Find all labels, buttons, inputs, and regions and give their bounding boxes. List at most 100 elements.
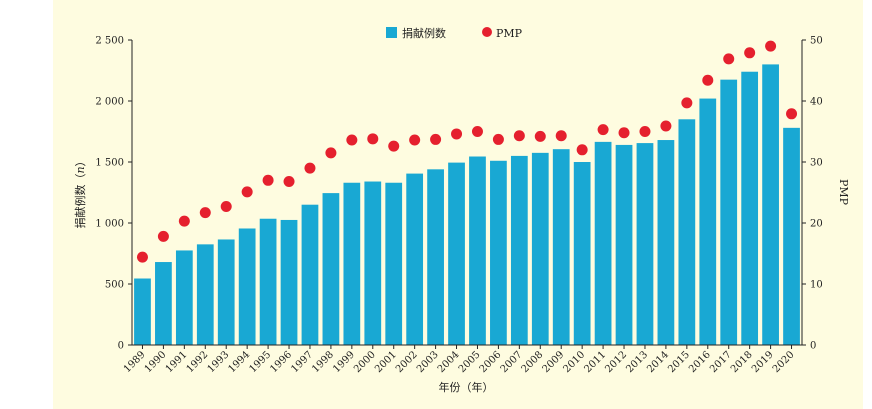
x-axis-title: 年份（年） bbox=[439, 380, 494, 394]
bar bbox=[762, 64, 779, 346]
pmp-dot bbox=[430, 133, 442, 145]
pmp-dot bbox=[534, 130, 546, 142]
pmp-dot bbox=[471, 126, 483, 137]
y-right-tick-label: 20 bbox=[810, 219, 823, 230]
x-tick-label: 2006 bbox=[478, 349, 504, 375]
bar bbox=[720, 79, 738, 346]
bar bbox=[385, 182, 403, 345]
bar bbox=[280, 219, 298, 345]
legend-dot-swatch bbox=[482, 27, 492, 37]
pmp-dot bbox=[702, 74, 714, 86]
x-tick-label: 2001 bbox=[373, 349, 399, 375]
pmp-dot bbox=[283, 176, 295, 188]
bar bbox=[406, 173, 424, 345]
y-left-tick-label: 2 000 bbox=[95, 97, 124, 108]
legend-bar-label: 捐献例数 bbox=[402, 26, 446, 40]
y-right-tick-label: 40 bbox=[810, 97, 823, 108]
pmp-dot bbox=[157, 230, 169, 242]
bar bbox=[196, 244, 214, 345]
bar bbox=[343, 182, 361, 345]
x-tick-label: 2003 bbox=[415, 349, 441, 375]
pmp-dot bbox=[786, 108, 798, 120]
y-right-tick-label: 30 bbox=[810, 158, 823, 169]
x-tick-label: 2012 bbox=[603, 349, 629, 375]
x-tick-label: 1996 bbox=[268, 349, 294, 375]
pmp-dot bbox=[304, 162, 316, 174]
x-tick-label: 2013 bbox=[624, 349, 650, 375]
pmp-dot bbox=[744, 47, 756, 59]
x-tick-label: 2005 bbox=[457, 349, 483, 375]
bar bbox=[573, 162, 591, 345]
x-tick-label: 1992 bbox=[185, 349, 211, 375]
bar bbox=[783, 127, 800, 345]
pmp-dot bbox=[325, 147, 337, 159]
bar bbox=[510, 155, 528, 345]
y-axis-left-title: 捐献例数（n） bbox=[73, 155, 87, 228]
legend: 捐献例数 PMP bbox=[386, 26, 523, 40]
pmp-dot bbox=[597, 124, 609, 136]
pmp-dot bbox=[409, 134, 421, 146]
pmp-dot bbox=[639, 126, 651, 137]
pmp-dot bbox=[367, 133, 379, 145]
pmp-dot bbox=[388, 140, 400, 152]
legend-dot-label: PMP bbox=[496, 27, 523, 40]
pmp-dot bbox=[492, 133, 504, 145]
bar bbox=[531, 152, 549, 345]
x-tick-label: 2009 bbox=[541, 349, 567, 375]
x-tick-label: 2004 bbox=[436, 349, 462, 375]
pmp-dot bbox=[576, 144, 588, 156]
pmp-dot bbox=[660, 120, 672, 132]
x-tick-label: 2017 bbox=[708, 349, 734, 375]
bar bbox=[217, 239, 235, 345]
x-tick-label: 2000 bbox=[352, 349, 378, 375]
x-tick-label: 2007 bbox=[499, 349, 525, 375]
bar bbox=[594, 141, 612, 345]
y-left-tick-label: 1 000 bbox=[95, 219, 124, 230]
y-left-tick-label: 500 bbox=[105, 280, 124, 291]
bar bbox=[469, 156, 486, 345]
bar bbox=[134, 278, 151, 345]
bar bbox=[364, 181, 382, 345]
y-right-ticks: 0 10 20 30 40 50 bbox=[802, 36, 823, 352]
x-tick-label: 1998 bbox=[310, 349, 336, 375]
x-ticks: 1989199019911992199319941995199619971998… bbox=[122, 345, 797, 375]
bar bbox=[657, 140, 675, 345]
bar bbox=[175, 250, 193, 345]
x-tick-label: 2008 bbox=[520, 349, 546, 375]
pmp-dot bbox=[681, 97, 693, 109]
pmp-dot bbox=[555, 130, 567, 142]
bar bbox=[301, 204, 319, 345]
x-tick-label: 2011 bbox=[582, 349, 608, 375]
x-tick-label: 2019 bbox=[750, 349, 776, 375]
bar bbox=[448, 162, 465, 345]
y-right-tick-label: 50 bbox=[810, 36, 823, 47]
bar bbox=[155, 262, 172, 345]
bars-layer bbox=[134, 64, 800, 346]
dots-layer bbox=[136, 40, 798, 263]
y-left-ticks: 0 500 1 000 1 500 2 000 2 500 bbox=[95, 36, 132, 352]
pmp-dot bbox=[262, 174, 274, 186]
y-right-tick-label: 0 bbox=[810, 341, 816, 352]
bar bbox=[636, 143, 654, 345]
y-left-tick-label: 0 bbox=[118, 341, 124, 352]
x-tick-label: 2018 bbox=[729, 349, 755, 375]
bar bbox=[552, 149, 570, 345]
x-tick-label: 1999 bbox=[331, 349, 357, 375]
legend-bar-swatch bbox=[386, 27, 397, 38]
x-tick-label: 2014 bbox=[645, 349, 671, 375]
pmp-dot bbox=[220, 201, 232, 213]
x-tick-label: 1989 bbox=[122, 349, 148, 375]
pmp-dot bbox=[199, 207, 211, 219]
pmp-dot bbox=[136, 251, 148, 263]
x-tick-label: 2010 bbox=[562, 349, 588, 375]
bar bbox=[259, 218, 277, 345]
bar bbox=[615, 144, 633, 345]
x-tick-label: 1994 bbox=[227, 349, 253, 375]
x-tick-label: 1993 bbox=[206, 349, 232, 375]
pmp-dot bbox=[451, 128, 463, 140]
bar bbox=[427, 169, 444, 345]
x-tick-label: 2002 bbox=[394, 349, 420, 375]
y-left-tick-label: 2 500 bbox=[95, 36, 124, 47]
x-tick-label: 1997 bbox=[289, 349, 315, 375]
